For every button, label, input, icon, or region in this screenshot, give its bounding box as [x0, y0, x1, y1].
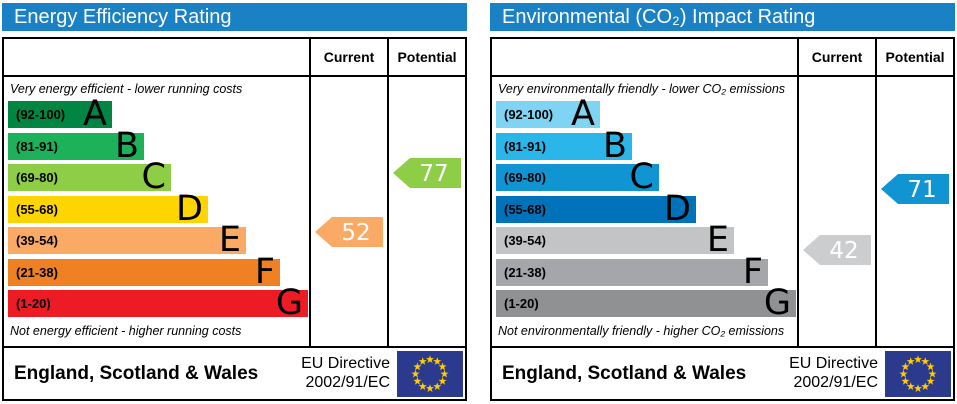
band-range-label: (69-80): [16, 170, 58, 185]
svg-text:71: 71: [907, 177, 936, 203]
band-b-bar: (81-91) B: [496, 125, 632, 166]
table-corner-cell: [492, 39, 797, 75]
rating-table: Current Potential Very energy efficient …: [2, 37, 467, 401]
bands-column: Very energy efficient - lower running co…: [4, 77, 309, 346]
svg-text:42: 42: [829, 238, 858, 264]
energy-efficiency-panel: Energy Efficiency Rating Current Potenti…: [2, 3, 467, 401]
table-header-row: Current Potential: [492, 39, 953, 77]
panel-title-bar: Energy Efficiency Rating: [2, 3, 467, 31]
eu-directive-line2: 2002/91/EC: [305, 373, 390, 391]
band-range-label: (1-20): [504, 296, 539, 311]
band-range-label: (21-38): [16, 264, 58, 280]
potential-column: 71: [875, 77, 953, 346]
potential-rating-arrow: 77: [393, 158, 461, 188]
eu-directive-line1: EU Directive: [301, 354, 390, 372]
band-letter: G: [275, 283, 303, 323]
band-f-bar: (21-38) F: [496, 251, 768, 292]
band-b-bar: (81-91) B: [8, 125, 144, 166]
svg-text:52: 52: [341, 220, 370, 246]
table-corner-cell: [4, 39, 309, 75]
panel-title: Environmental (CO₂) Impact Rating: [502, 6, 816, 28]
region-label: England, Scotland & Wales: [502, 362, 747, 384]
band-range-label: (69-80): [504, 170, 546, 185]
eu-flag-icon: [885, 350, 951, 397]
current-rating-arrow: 42: [803, 235, 871, 265]
table-body: Very energy efficient - lower running co…: [4, 77, 465, 346]
eu-flag-icon: [397, 350, 463, 397]
panel-title-bar: Environmental (CO₂) Impact Rating: [490, 3, 955, 31]
eu-directive-line2: 2002/91/EC: [793, 373, 878, 391]
panel-title: Energy Efficiency Rating: [14, 6, 232, 28]
band-range-label: (55-68): [16, 201, 58, 217]
table-footer-row: England, Scotland & Wales EU Directive 2…: [492, 346, 953, 399]
top-caption: Very environmentally friendly - lower CO…: [498, 82, 786, 96]
table-header-row: Current Potential: [4, 39, 465, 77]
band-letter: E: [218, 220, 241, 260]
band-c-bar: (69-80) C: [496, 157, 659, 197]
band-range-label: (81-91): [504, 138, 546, 154]
bottom-caption: Not energy efficient - higher running co…: [10, 324, 242, 338]
svg-text:77: 77: [419, 161, 448, 187]
current-column: 52: [309, 77, 387, 346]
band-d-bar: (55-68) D: [8, 188, 208, 229]
band-letter: D: [664, 188, 691, 229]
band-range-label: (21-38): [504, 264, 546, 280]
bands-column: Very environmentally friendly - lower CO…: [492, 77, 797, 346]
band-range-label: (39-54): [16, 233, 58, 248]
potential-column-header: Potential: [875, 39, 953, 75]
band-letter: F: [742, 251, 763, 292]
eu-directive-label: EU Directive 2002/91/EC: [301, 355, 390, 393]
eu-directive-label: EU Directive 2002/91/EC: [789, 355, 878, 393]
band-range-label: (81-91): [16, 138, 58, 154]
current-column: 42: [797, 77, 875, 346]
bottom-caption: Not environmentally friendly - higher CO…: [498, 324, 785, 338]
band-letter: C: [629, 157, 654, 197]
top-caption: Very energy efficient - lower running co…: [10, 82, 243, 96]
table-body: Very environmentally friendly - lower CO…: [492, 77, 953, 346]
current-column-header: Current: [309, 39, 387, 75]
table-footer-row: England, Scotland & Wales EU Directive 2…: [4, 346, 465, 399]
band-c-bar: (69-80) C: [8, 157, 171, 197]
rating-table: Current Potential Very environmentally f…: [490, 37, 955, 401]
region-label: England, Scotland & Wales: [14, 362, 259, 384]
band-range-label: (39-54): [504, 233, 546, 248]
band-letter: A: [571, 94, 595, 134]
environmental-impact-panel: Environmental (CO₂) Impact Rating Curren…: [490, 3, 955, 401]
potential-column: 77: [387, 77, 465, 346]
band-a-bar: (92-100) A: [496, 94, 600, 134]
band-e-bar: (39-54) E: [8, 220, 246, 260]
band-f-bar: (21-38) F: [8, 251, 280, 292]
band-letter: A: [83, 94, 107, 134]
band-letter: B: [114, 125, 139, 166]
potential-column-header: Potential: [387, 39, 465, 75]
band-range-label: (92-100): [16, 107, 66, 122]
band-letter: B: [602, 125, 627, 166]
band-d-bar: (55-68) D: [496, 188, 696, 229]
band-letter: G: [763, 283, 791, 323]
band-g-bar: (1-20) G: [496, 283, 796, 323]
current-column-header: Current: [797, 39, 875, 75]
potential-rating-arrow: 71: [881, 174, 949, 204]
band-a-bar: (92-100) A: [8, 94, 112, 134]
band-letter: E: [706, 220, 729, 260]
band-range-label: (55-68): [504, 201, 546, 217]
band-range-label: (1-20): [16, 296, 51, 311]
band-letter: C: [141, 157, 166, 197]
band-g-bar: (1-20) G: [8, 283, 308, 323]
band-letter: D: [176, 188, 203, 229]
eu-directive-line1: EU Directive: [789, 354, 878, 372]
current-rating-arrow: 52: [315, 217, 383, 247]
band-letter: F: [254, 251, 275, 292]
band-e-bar: (39-54) E: [496, 220, 734, 260]
band-range-label: (92-100): [504, 107, 554, 122]
